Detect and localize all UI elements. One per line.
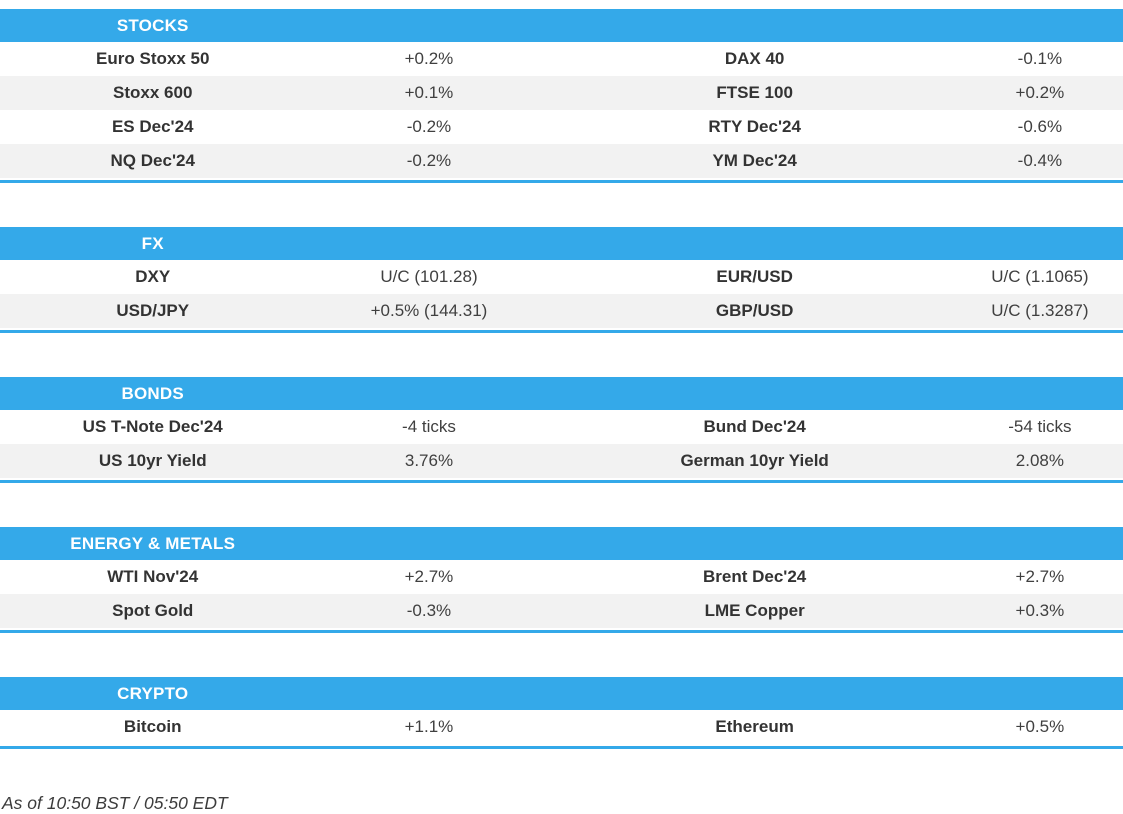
- asset-value: +1.1%: [404, 717, 454, 736]
- asset-name: German 10yr Yield: [680, 451, 829, 470]
- market-table-stocks: Euro Stoxx 50 +0.2% DAX 40 -0.1% Stoxx 6…: [0, 42, 1123, 178]
- table-row: ES Dec'24 -0.2% RTY Dec'24 -0.6%: [0, 110, 1123, 144]
- asset-name: US 10yr Yield: [98, 451, 207, 470]
- asset-value: U/C (101.28): [380, 267, 478, 286]
- asset-name: YM Dec'24: [712, 151, 797, 170]
- section-bottom-border: [0, 180, 1123, 183]
- asset-value: -54 ticks: [1008, 417, 1072, 436]
- table-row: NQ Dec'24 -0.2% YM Dec'24 -0.4%: [0, 144, 1123, 178]
- section-header: STOCKS: [0, 9, 1123, 42]
- asset-name: RTY Dec'24: [708, 117, 801, 136]
- asset-value: +0.2%: [404, 49, 454, 68]
- asset-name: GBP/USD: [715, 301, 794, 320]
- asset-name: WTI Nov'24: [107, 567, 199, 586]
- asset-value: -0.2%: [406, 151, 452, 170]
- table-row: Bitcoin +1.1% Ethereum +0.5%: [0, 710, 1123, 744]
- asset-name: Bitcoin: [123, 717, 182, 736]
- table-row: Spot Gold -0.3% LME Copper +0.3%: [0, 594, 1123, 628]
- asset-name: Bund Dec'24: [703, 417, 806, 436]
- asset-name: US T-Note Dec'24: [82, 417, 223, 436]
- section-header: FX: [0, 227, 1123, 260]
- asset-value: U/C (1.1065): [991, 267, 1089, 286]
- asset-name: NQ Dec'24: [110, 151, 195, 170]
- asset-name: Ethereum: [715, 717, 794, 736]
- asset-name: LME Copper: [704, 601, 805, 620]
- asset-name: Brent Dec'24: [703, 567, 807, 586]
- asset-value: +0.2%: [1015, 83, 1065, 102]
- table-row: US T-Note Dec'24 -4 ticks Bund Dec'24 -5…: [0, 410, 1123, 444]
- asset-name: Euro Stoxx 50: [96, 49, 210, 68]
- table-row: DXY U/C (101.28) EUR/USD U/C (1.1065): [0, 260, 1123, 294]
- asset-name: USD/JPY: [116, 301, 190, 320]
- table-row: WTI Nov'24 +2.7% Brent Dec'24 +2.7%: [0, 560, 1123, 594]
- section-header: CRYPTO: [0, 677, 1123, 710]
- asset-name: Spot Gold: [112, 601, 194, 620]
- section-fx: FX DXY U/C (101.28) EUR/USD U/C (1.1065)…: [0, 227, 1123, 333]
- asset-name: DAX 40: [724, 49, 785, 68]
- footer-timestamp: As of 10:50 BST / 05:50 EDT: [2, 793, 228, 813]
- section-bottom-border: [0, 746, 1123, 749]
- market-table-fx: DXY U/C (101.28) EUR/USD U/C (1.1065) US…: [0, 260, 1123, 328]
- asset-value: -0.3%: [406, 601, 452, 620]
- section-title: CRYPTO: [117, 683, 189, 703]
- asset-name: EUR/USD: [716, 267, 793, 286]
- asset-value: -0.1%: [1017, 49, 1063, 68]
- asset-value: +0.5%: [1015, 717, 1065, 736]
- asset-value: +0.1%: [404, 83, 454, 102]
- section-title: ENERGY & METALS: [70, 533, 236, 553]
- section-energy-metals: ENERGY & METALS WTI Nov'24 +2.7% Brent D…: [0, 527, 1123, 633]
- table-row: US 10yr Yield 3.76% German 10yr Yield 2.…: [0, 444, 1123, 478]
- market-table-bonds: US T-Note Dec'24 -4 ticks Bund Dec'24 -5…: [0, 410, 1123, 478]
- asset-name: DXY: [135, 267, 171, 286]
- asset-value: +2.7%: [404, 567, 454, 586]
- table-row: Euro Stoxx 50 +0.2% DAX 40 -0.1%: [0, 42, 1123, 76]
- asset-name: Stoxx 600: [113, 83, 193, 102]
- asset-value: -4 ticks: [402, 417, 456, 436]
- asset-value: 2.08%: [1015, 451, 1064, 470]
- asset-value: +0.3%: [1015, 601, 1065, 620]
- section-title: STOCKS: [116, 15, 189, 35]
- table-row: Stoxx 600 +0.1% FTSE 100 +0.2%: [0, 76, 1123, 110]
- asset-value: 3.76%: [404, 451, 454, 470]
- section-bottom-border: [0, 330, 1123, 333]
- market-table-crypto: Bitcoin +1.1% Ethereum +0.5%: [0, 710, 1123, 744]
- asset-value: U/C (1.3287): [991, 301, 1089, 320]
- section-bottom-border: [0, 480, 1123, 483]
- section-bottom-border: [0, 630, 1123, 633]
- asset-value: -0.4%: [1017, 151, 1063, 170]
- section-title: FX: [141, 233, 164, 253]
- table-row: USD/JPY +0.5% (144.31) GBP/USD U/C (1.32…: [0, 294, 1123, 328]
- asset-value: -0.2%: [406, 117, 452, 136]
- section-bonds: BONDS US T-Note Dec'24 -4 ticks Bund Dec…: [0, 377, 1123, 483]
- section-header: ENERGY & METALS: [0, 527, 1123, 560]
- section-header: BONDS: [0, 377, 1123, 410]
- asset-value: -0.6%: [1017, 117, 1063, 136]
- section-stocks: STOCKS Euro Stoxx 50 +0.2% DAX 40 -0.1% …: [0, 9, 1123, 183]
- asset-value: +2.7%: [1015, 567, 1065, 586]
- section-crypto: CRYPTO Bitcoin +1.1% Ethereum +0.5%: [0, 677, 1123, 749]
- asset-name: ES Dec'24: [111, 117, 194, 136]
- asset-name: FTSE 100: [716, 83, 793, 102]
- section-title: BONDS: [121, 383, 184, 403]
- asset-value: +0.5% (144.31): [370, 301, 488, 320]
- market-table-energy-metals: WTI Nov'24 +2.7% Brent Dec'24 +2.7% Spot…: [0, 560, 1123, 628]
